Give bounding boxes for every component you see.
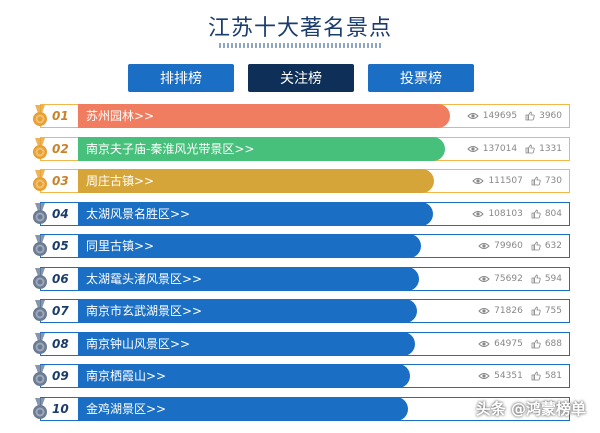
likes-count: 594 <box>544 273 562 284</box>
eye-icon <box>478 372 490 380</box>
attraction-bar[interactable]: 南京栖霞山>> <box>78 364 410 388</box>
thumbs-up-icon[interactable] <box>531 176 541 186</box>
tab-bar: 排排榜 关注榜 投票榜 <box>0 64 600 94</box>
attraction-bar[interactable]: 周庄古镇>> <box>78 169 434 193</box>
attraction-bar[interactable]: 南京钟山风景区>> <box>78 331 415 356</box>
rank-number: 02 <box>52 141 69 156</box>
likes-count: 730 <box>544 176 562 186</box>
row-stats: 64975 688 <box>478 332 562 356</box>
attraction-bar[interactable]: 太湖风景名胜区>> <box>78 201 433 226</box>
silver-medal-icon <box>30 299 50 323</box>
list-item[interactable]: 04 太湖风景名胜区>> 108103 804 <box>30 201 570 226</box>
rank-number: 09 <box>52 369 69 383</box>
eye-icon <box>472 177 485 185</box>
rank-number: 04 <box>52 206 69 221</box>
thumbs-up-icon[interactable] <box>531 209 541 219</box>
thumbs-up-icon[interactable] <box>525 111 535 121</box>
attraction-bar[interactable]: 同里古镇>> <box>78 234 421 258</box>
eye-icon <box>467 112 479 120</box>
thumbs-up-icon[interactable] <box>531 241 541 251</box>
views-count: 75692 <box>494 273 523 284</box>
views-count: 137014 <box>482 143 518 154</box>
attraction-bar[interactable]: 南京夫子庙-秦淮风光带景区>> <box>78 136 445 161</box>
silver-medal-icon <box>30 267 50 291</box>
title-underline <box>219 43 381 48</box>
silver-medal-icon <box>30 234 50 258</box>
rank-number: 08 <box>52 336 69 351</box>
eye-icon <box>467 145 479 153</box>
views-count: 111507 <box>488 176 523 186</box>
list-item[interactable]: 01 苏州园林>> 149695 3960 <box>30 104 570 128</box>
silver-medal-icon <box>30 332 50 356</box>
attraction-bar[interactable]: 金鸡湖景区>> <box>78 396 408 421</box>
attraction-bar[interactable]: 苏州园林>> <box>78 104 450 128</box>
gold-medal-icon <box>30 169 50 193</box>
likes-count: 1331 <box>539 143 562 154</box>
list-item[interactable]: 07 南京市玄武湖景区>> 71826 755 <box>30 299 570 323</box>
thumbs-up-icon[interactable] <box>525 144 535 154</box>
tab-ranking[interactable]: 排排榜 <box>128 64 234 92</box>
thumbs-up-icon[interactable] <box>531 274 541 284</box>
gold-medal-icon <box>30 104 50 128</box>
views-count: 54351 <box>494 371 523 381</box>
list-item[interactable]: 08 南京钟山风景区>> 64975 688 <box>30 331 570 356</box>
row-stats: 108103 804 <box>472 202 562 226</box>
likes-count: 632 <box>544 241 562 251</box>
rank-number: 07 <box>52 304 69 318</box>
eye-icon <box>478 275 490 283</box>
row-stats: 54351 581 <box>478 364 562 388</box>
gold-medal-icon <box>30 137 50 161</box>
list-item[interactable]: 05 同里古镇>> 79960 632 <box>30 234 570 258</box>
list-item[interactable]: 03 周庄古镇>> 111507 730 <box>30 169 570 193</box>
thumbs-up-icon[interactable] <box>531 306 541 316</box>
rank-number: 03 <box>52 174 69 188</box>
eye-icon <box>478 242 490 250</box>
list-item[interactable]: 10 金鸡湖景区>> <box>30 396 570 421</box>
attraction-bar[interactable]: 南京市玄武湖景区>> <box>78 299 417 323</box>
views-count: 71826 <box>494 306 523 316</box>
list-item[interactable]: 06 太湖鼋头渚风景区>> 75692 594 <box>30 266 570 291</box>
eye-icon <box>478 307 490 315</box>
thumbs-up-icon[interactable] <box>531 371 541 381</box>
likes-count: 755 <box>544 306 562 316</box>
row-stats: 137014 1331 <box>467 137 562 161</box>
likes-count: 804 <box>544 208 562 219</box>
views-count: 79960 <box>494 241 523 251</box>
row-stats: 75692 594 <box>478 267 562 291</box>
row-stats: 71826 755 <box>478 299 562 323</box>
silver-medal-icon <box>30 397 50 421</box>
eye-icon <box>472 210 485 218</box>
likes-count: 688 <box>544 338 562 349</box>
likes-count: 3960 <box>539 111 562 121</box>
row-stats: 111507 730 <box>472 169 562 193</box>
list-item[interactable]: 02 南京夫子庙-秦淮风光带景区>> 137014 1331 <box>30 136 570 161</box>
list-item[interactable]: 09 南京栖霞山>> 54351 581 <box>30 364 570 388</box>
views-count: 64975 <box>494 338 523 349</box>
rank-number: 10 <box>52 401 69 416</box>
tab-attention[interactable]: 关注榜 <box>248 64 354 92</box>
watermark: 头条 @鸿蒙榜单 <box>475 400 586 418</box>
attraction-bar[interactable]: 太湖鼋头渚风景区>> <box>78 266 419 291</box>
views-count: 108103 <box>488 208 523 219</box>
silver-medal-icon <box>30 202 50 226</box>
rank-number: 01 <box>52 109 69 123</box>
row-stats: 149695 3960 <box>467 104 562 128</box>
views-count: 149695 <box>482 111 518 121</box>
silver-medal-icon <box>30 364 50 388</box>
rank-number: 06 <box>52 271 69 286</box>
eye-icon <box>478 340 490 348</box>
page-title: 江苏十大著名景点 <box>207 16 392 41</box>
thumbs-up-icon[interactable] <box>531 339 541 349</box>
tab-vote[interactable]: 投票榜 <box>368 64 474 92</box>
row-stats: 79960 632 <box>478 234 562 258</box>
likes-count: 581 <box>544 371 562 381</box>
rank-number: 05 <box>52 239 69 253</box>
